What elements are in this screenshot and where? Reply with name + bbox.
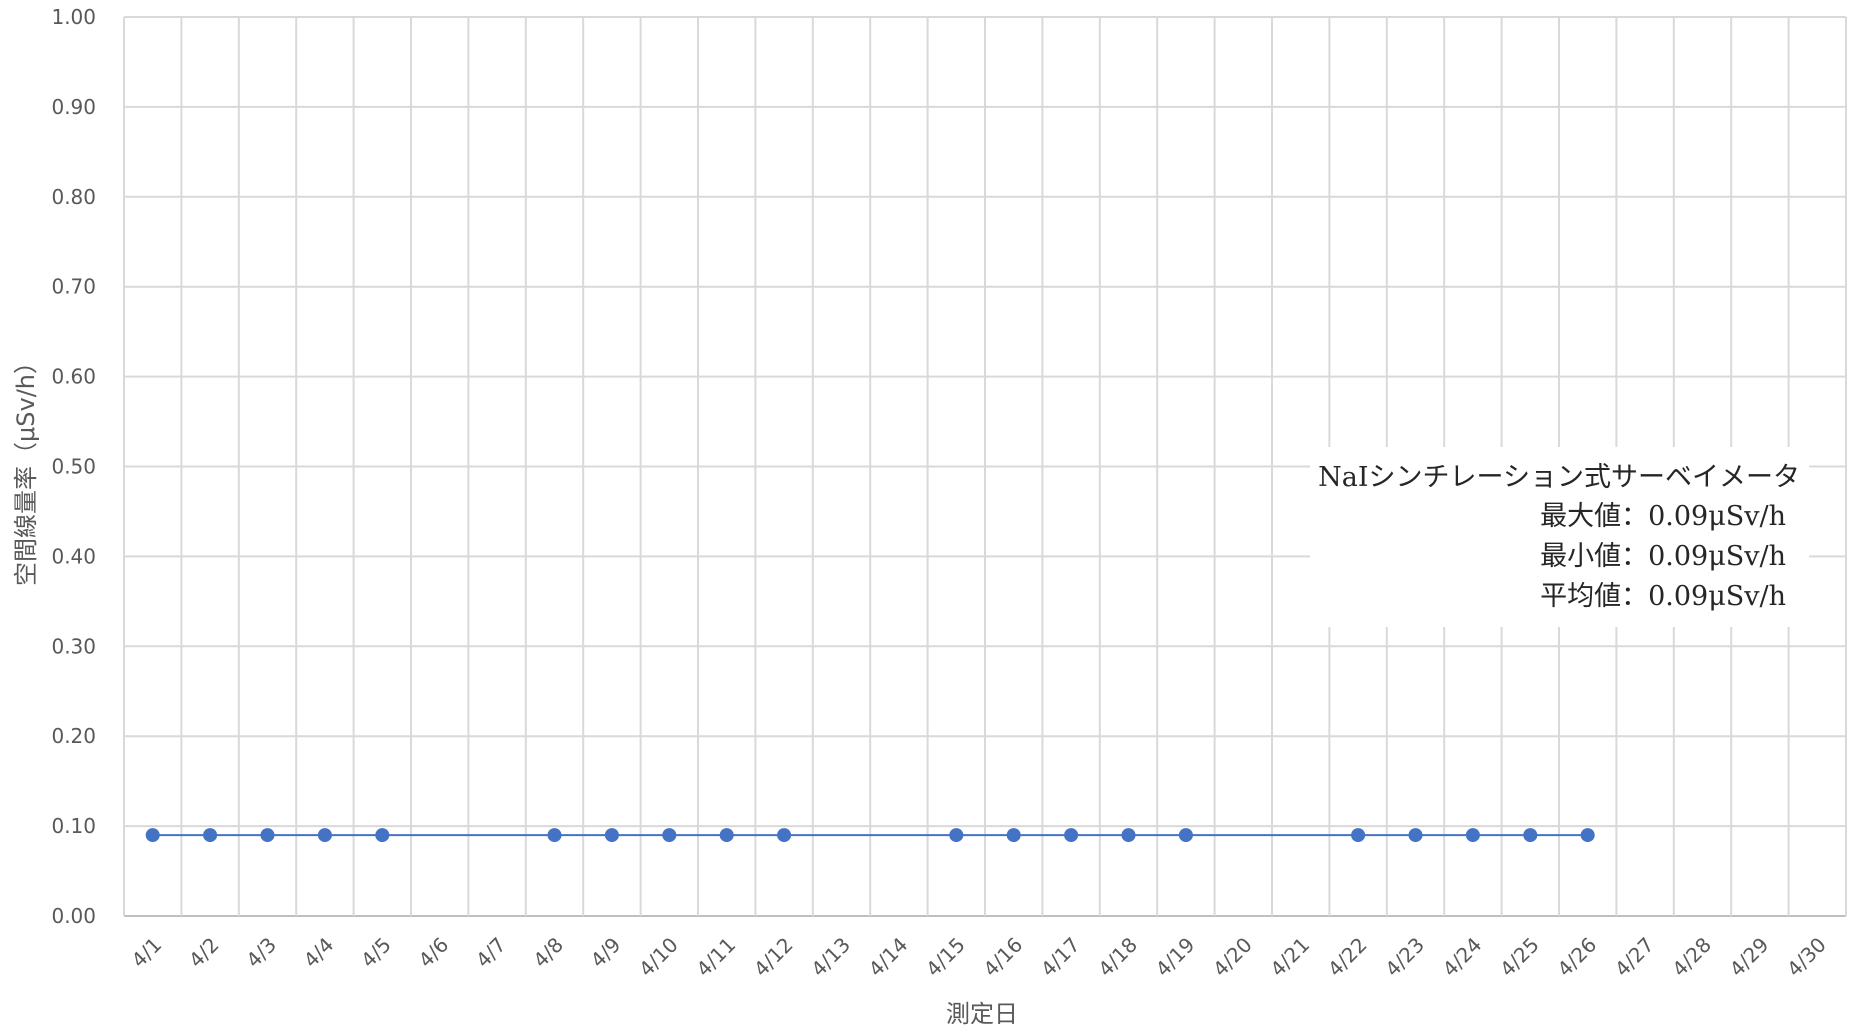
y-tick-label: 0.80: [51, 185, 96, 209]
series-markers: [145, 828, 1595, 843]
x-tick-label: 4/4: [299, 933, 339, 973]
data-point: [1465, 828, 1480, 843]
y-tick-label: 0.90: [51, 95, 96, 119]
y-tick-label: 0.00: [51, 904, 96, 928]
y-tick-label: 0.70: [51, 275, 96, 299]
y-tick-label: 0.60: [51, 365, 96, 389]
x-axis-tick-labels: 4/1 4/2 4/3 4/4 4/5 4/6 4/7 4/8 4/9 4/10 4/11 4/12 4…: [127, 933, 1831, 982]
x-tick-label: 4/24: [1438, 933, 1487, 982]
x-tick-label: 4/19: [1151, 933, 1200, 982]
data-point: [145, 828, 160, 843]
x-tick-label: 4/25: [1495, 933, 1544, 982]
x-tick-label: 4/27: [1610, 933, 1659, 982]
data-point: [547, 828, 562, 843]
x-tick-label: 4/12: [749, 933, 798, 982]
data-point: [1351, 828, 1366, 843]
x-tick-label: 4/23: [1380, 933, 1429, 982]
annotation-avg: 平均値：0.09μSv/h: [1540, 581, 1786, 612]
data-point: [662, 828, 677, 843]
data-point: [375, 828, 390, 843]
gridlines: [123, 16, 1847, 917]
x-tick-label: 4/22: [1323, 933, 1372, 982]
x-tick-label: 4/26: [1553, 933, 1602, 982]
y-tick-label: 0.30: [51, 634, 96, 658]
x-tick-label: 4/8: [528, 933, 568, 973]
data-point: [203, 828, 218, 843]
x-tick-label: 4/13: [806, 933, 855, 982]
data-point: [260, 828, 275, 843]
x-tick-label: 4/1: [127, 933, 167, 973]
y-axis-tick-labels: 0.00 0.10 0.20 0.30 0.40 0.50 0.60 0.70 0.80 0.90…: [51, 5, 96, 928]
data-point: [604, 828, 619, 843]
x-tick-label: 4/29: [1725, 933, 1774, 982]
x-tick-label: 4/20: [1208, 933, 1257, 982]
x-tick-label: 4/6: [414, 933, 454, 973]
data-point: [317, 828, 332, 843]
y-tick-label: 0.10: [51, 814, 96, 838]
x-tick-label: 4/5: [356, 933, 396, 973]
x-tick-label: 4/17: [1036, 933, 1085, 982]
annotation-min: 最小値：0.09μSv/h: [1540, 541, 1786, 572]
annotation-box: NaIシンチレーション式サーベイメータ 最大値：0.09μSv/h 最小値：0.…: [1310, 447, 1809, 627]
x-tick-label: 4/7: [471, 933, 511, 973]
x-tick-label: 4/14: [864, 933, 913, 982]
x-tick-label: 4/2: [184, 933, 224, 973]
data-point: [1523, 828, 1538, 843]
y-tick-label: 0.40: [51, 544, 96, 568]
data-point: [1121, 828, 1136, 843]
x-tick-label: 4/10: [634, 933, 683, 982]
annotation-instrument: NaIシンチレーション式サーベイメータ: [1318, 462, 1800, 493]
y-tick-label: 0.50: [51, 455, 96, 479]
y-axis-title: 空間線量率（μSv/h）: [12, 350, 40, 586]
annotation-max: 最大値：0.09μSv/h: [1540, 501, 1786, 532]
x-tick-label: 4/21: [1266, 933, 1315, 982]
y-tick-label: 0.20: [51, 724, 96, 748]
data-point: [1408, 828, 1423, 843]
data-point: [1178, 828, 1193, 843]
data-point: [1064, 828, 1079, 843]
x-tick-label: 4/16: [979, 933, 1028, 982]
x-tick-label: 4/15: [921, 933, 970, 982]
x-tick-label: 4/9: [586, 933, 626, 973]
y-tick-label: 1.00: [51, 5, 96, 29]
data-point: [777, 828, 792, 843]
x-tick-label: 4/18: [1093, 933, 1142, 982]
data-point: [1006, 828, 1021, 843]
data-point: [949, 828, 964, 843]
x-tick-label: 4/11: [692, 933, 741, 982]
x-tick-label: 4/30: [1782, 933, 1831, 982]
x-tick-label: 4/3: [241, 933, 281, 973]
data-point: [1580, 828, 1595, 843]
x-axis-title: 測定日: [946, 1000, 1018, 1028]
data-point: [719, 828, 734, 843]
x-tick-label: 4/28: [1667, 933, 1716, 982]
